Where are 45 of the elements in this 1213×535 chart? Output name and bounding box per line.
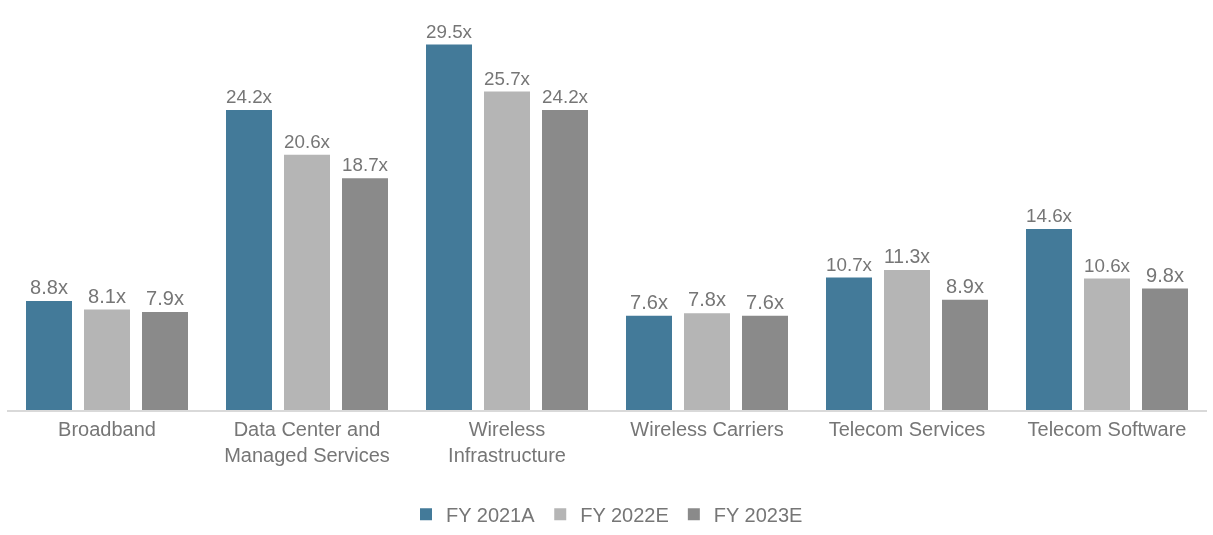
bar: [542, 110, 588, 410]
bar: [942, 299, 988, 410]
x-tick-label: Wireless Carriers: [630, 418, 784, 440]
data-label: 10.7x: [826, 253, 873, 275]
data-label: 7.6x: [746, 290, 784, 313]
legend-label: FY 2022E: [580, 504, 669, 527]
x-tick-label: Broadband: [58, 418, 156, 440]
data-label: 7.6x: [630, 290, 668, 313]
x-tick-label: Data Center and Managed Services: [224, 418, 390, 466]
data-label: 24.2x: [542, 86, 589, 108]
legend-label: FY 2021A: [446, 504, 536, 527]
bar: [1142, 288, 1188, 410]
data-label: 20.6x: [284, 130, 331, 152]
bar: [84, 309, 130, 410]
data-label: 24.2x: [226, 86, 273, 108]
data-label: 8.1x: [88, 284, 126, 307]
bar: [284, 154, 330, 410]
data-label: 11.3x: [884, 245, 931, 268]
data-label: 25.7x: [484, 67, 531, 89]
bar: [884, 269, 930, 410]
bar: [484, 91, 530, 410]
data-label: 7.9x: [146, 287, 184, 310]
x-tick-label: Wireless Infrastructure: [448, 418, 566, 466]
data-label: 10.6x: [1084, 254, 1131, 276]
legend-label: FY 2023E: [713, 504, 803, 527]
bar: [826, 277, 872, 410]
bar: [142, 312, 188, 410]
data-label: 18.7x: [342, 154, 389, 176]
bar: [1026, 229, 1072, 410]
bar: [26, 300, 72, 410]
x-tick-label: Telecom Services: [828, 418, 986, 440]
data-label: 9.8x: [1146, 263, 1184, 286]
data-label: 8.8x: [30, 275, 68, 298]
bar: [226, 110, 272, 410]
bar: [684, 313, 730, 410]
bar: [426, 44, 472, 410]
bar: [742, 315, 788, 410]
bar: [342, 178, 388, 410]
data-label: 7.8x: [688, 288, 726, 311]
data-label: 8.9x: [946, 274, 984, 297]
data-label: 29.5x: [426, 20, 473, 42]
x-tick-label: Telecom Software: [1027, 418, 1187, 440]
data-label: 14.6x: [1026, 205, 1073, 227]
bar: [1084, 278, 1130, 410]
bar: [626, 315, 672, 410]
